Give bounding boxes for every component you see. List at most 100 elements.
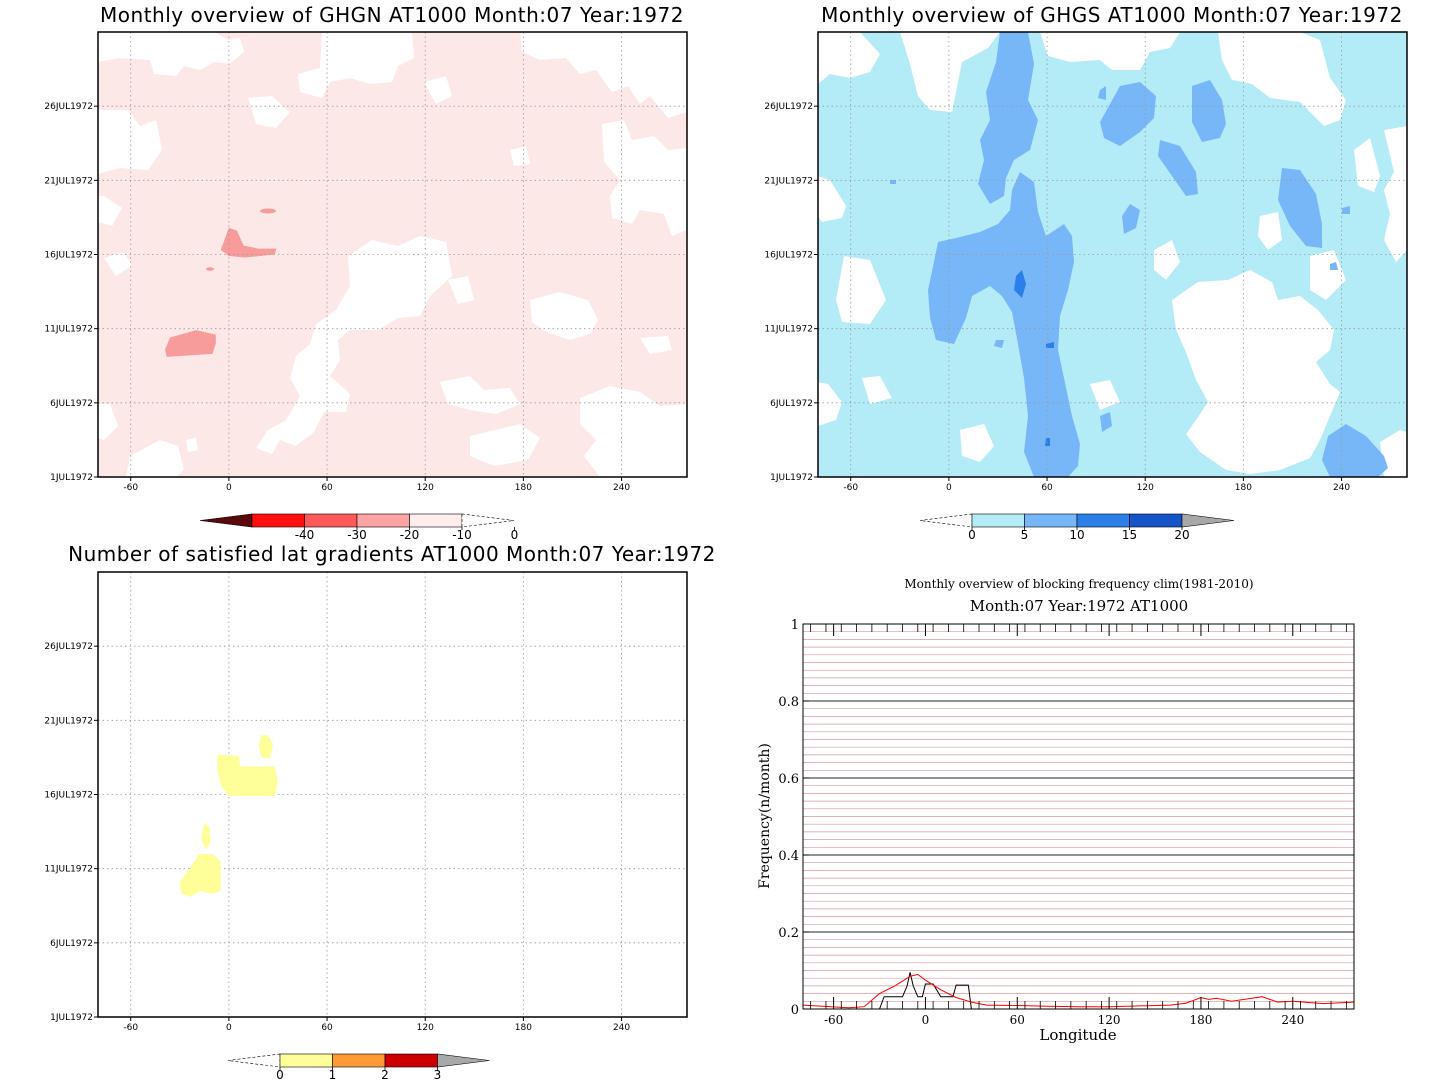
y-tick-label: 21JUL1972 [44,716,93,726]
x-tick-label: 240 [613,1023,630,1033]
blocking-ylabel: Frequency(n/month) [757,743,773,889]
colorbar-label: 10 [1069,528,1084,542]
ghgs-title: Monthly overview of GHGS AT1000 Month:07… [821,3,1403,27]
x-tick-label: 240 [613,483,630,493]
colorbar-segment [1024,513,1078,528]
ghgn-axes: -60 0 60 120 180 240 1JUL1972 6JUL1972 11JUL1972… [44,102,630,493]
blocking-series [802,972,1355,1010]
x-tick-label: -60 [123,483,138,493]
colorbar-label: -20 [400,528,420,542]
colorbar-high-extension [437,1053,490,1068]
y-tick-label: 1 [791,618,799,633]
colorbar-segment [1076,513,1130,528]
colorbar-label: 1 [329,1068,337,1082]
contour-region [217,754,278,796]
colorbar-low-extension [919,513,973,528]
x-tick-label: 120 [1137,483,1154,493]
colorbar-segment [971,513,1025,528]
ghgn-contour-shapes [165,227,277,357]
colorbar-label: -40 [295,528,315,542]
x-tick-label: 180 [515,1023,532,1033]
series-line-red [802,973,1355,1009]
y-tick-label: 6JUL1972 [770,399,813,409]
x-tick-label: 120 [417,483,434,493]
y-tick-label: 0.4 [778,849,799,864]
blocking-frame [802,623,1355,1010]
x-tick-label: 0 [922,1013,930,1027]
ghgn-grid [98,32,687,477]
colorbar-segment [1129,513,1183,528]
y-tick-label: 6JUL1972 [50,399,93,409]
y-tick-label: 0.8 [778,695,799,710]
colorbar-label: -10 [452,528,472,542]
colorbar-low-extension [199,513,253,528]
colorbar-label: 0 [276,1068,284,1082]
y-tick-label: 1JUL1972 [50,473,93,483]
blocking-xlabel: Longitude [1039,1026,1116,1044]
y-tick-label: 11JUL1972 [44,325,93,335]
latgrad-field [98,572,687,1017]
y-tick-label: 16JUL1972 [44,251,93,261]
x-tick-label: 120 [417,1023,434,1033]
colorbar-label: 3 [434,1068,442,1082]
colorbar-label: 20 [1174,528,1189,542]
x-tick-label: 60 [321,1023,333,1033]
colorbar-label: 0 [968,528,976,542]
latgrad-panel: Number of satisfied lat gradients AT1000… [44,542,715,1082]
colorbar-segment [304,513,358,528]
x-tick-label: 0 [226,1023,232,1033]
y-tick-label: 1JUL1972 [50,1013,93,1023]
x-tick-label: 120 [1098,1013,1121,1027]
contour-region [179,853,221,897]
ghgn-field [98,32,687,477]
ghgn-small-blob [206,267,214,271]
colorbar-segment [332,1053,386,1068]
ghgs-grid [818,32,1407,477]
colorbar-segment [279,1053,333,1068]
latgrad-grid [98,572,687,1017]
x-tick-label: -60 [123,1023,138,1033]
colorbar-segment [356,513,410,528]
latgrad-axes: -60 0 60 120 180 240 1JUL1972 6JUL1972 11JUL1972… [44,642,630,1033]
colorbar-label: 0 [511,528,519,542]
colorbar-label: 5 [1021,528,1029,542]
x-tick-label: 60 [321,483,333,493]
x-tick-label: 0 [226,483,232,493]
x-tick-label: 0 [946,483,952,493]
colorbar-high-extension [1181,513,1235,528]
latgrad-colorbar: 0 1 2 3 [227,1053,490,1082]
contour-region [220,227,277,258]
x-tick-label: 240 [1333,483,1350,493]
x-tick-label: 60 [1010,1013,1025,1027]
colorbar-label: -30 [347,528,367,542]
colorbar-low-extension [227,1053,281,1068]
colorbar-segment [251,513,305,528]
y-tick-label: 26JUL1972 [44,102,93,112]
latgrad-contour-shapes [179,735,278,897]
colorbar-segment [409,513,463,528]
x-tick-label: 180 [1189,1013,1212,1027]
ghgn-small-blob [260,208,276,214]
y-tick-label: 11JUL1972 [44,865,93,875]
series-line-black [803,972,1354,1010]
blocking-axes: -60 0 60 120 180 240 0 0.2 0.4 0.6 0.8 1 [778,618,1347,1027]
y-tick-label: 11JUL1972 [764,325,813,335]
ghgs-field [818,32,1407,477]
blocking-panel: Monthly overview of blocking frequency c… [757,577,1355,1044]
x-tick-label: 240 [1281,1013,1304,1027]
ghgn-title: Monthly overview of GHGN AT1000 Month:07… [100,3,684,27]
y-tick-label: 0 [791,1003,799,1018]
y-tick-label: 21JUL1972 [764,176,813,186]
contour-region [201,822,211,850]
x-tick-label: -60 [824,1013,843,1027]
x-tick-label: -60 [843,483,858,493]
blocking-title: Monthly overview of blocking frequency c… [904,577,1253,591]
colorbar-segment [384,1053,438,1068]
y-tick-label: 1JUL1972 [770,473,813,483]
x-tick-label: 60 [1041,483,1053,493]
x-tick-label: 180 [1235,483,1252,493]
ghgn-panel: Monthly overview of GHGN AT1000 Month:07… [44,3,688,542]
ghgs-axes: -60 0 60 120 180 240 1JUL1972 6JUL1972 11JUL1972… [764,102,1350,493]
contour-region [165,330,216,357]
